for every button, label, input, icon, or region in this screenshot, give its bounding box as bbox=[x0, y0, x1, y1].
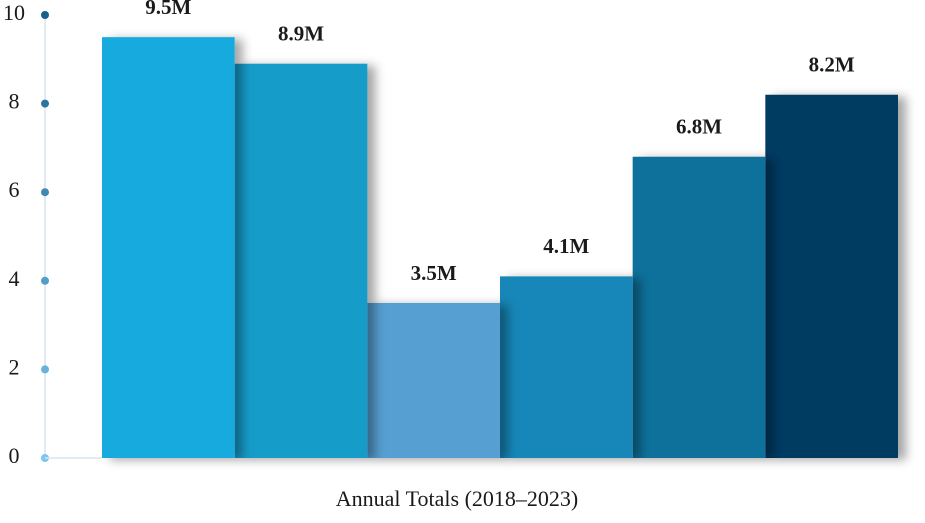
x-axis-label: Annual Totals (2018–2023) bbox=[336, 486, 578, 511]
bar bbox=[367, 302, 500, 458]
value-label: 3.5M bbox=[411, 261, 457, 285]
y-tick-label: 2 bbox=[9, 354, 20, 379]
bar bbox=[234, 63, 368, 458]
value-label: 8.2M bbox=[809, 53, 855, 77]
y-tick-mark bbox=[41, 11, 49, 19]
value-label: 8.9M bbox=[278, 22, 324, 46]
y-tick-mark bbox=[41, 99, 49, 108]
value-label: 6.8M bbox=[676, 115, 722, 139]
y-tick-label: 0 bbox=[9, 443, 20, 468]
y-tick-label: 4 bbox=[9, 266, 20, 291]
y-tick-mark bbox=[41, 188, 49, 197]
y-tick-label: 10 bbox=[3, 0, 25, 25]
bar bbox=[102, 37, 235, 459]
y-tick-mark bbox=[41, 276, 49, 285]
bar bbox=[500, 276, 633, 458]
y-tick-mark bbox=[41, 365, 49, 374]
y-tick-label: 6 bbox=[9, 177, 20, 202]
bar bbox=[632, 156, 766, 458]
value-label: 9.5M bbox=[145, 0, 191, 19]
value-label: 4.1M bbox=[543, 234, 589, 258]
y-tick-label: 8 bbox=[9, 89, 20, 114]
bar bbox=[765, 94, 898, 459]
